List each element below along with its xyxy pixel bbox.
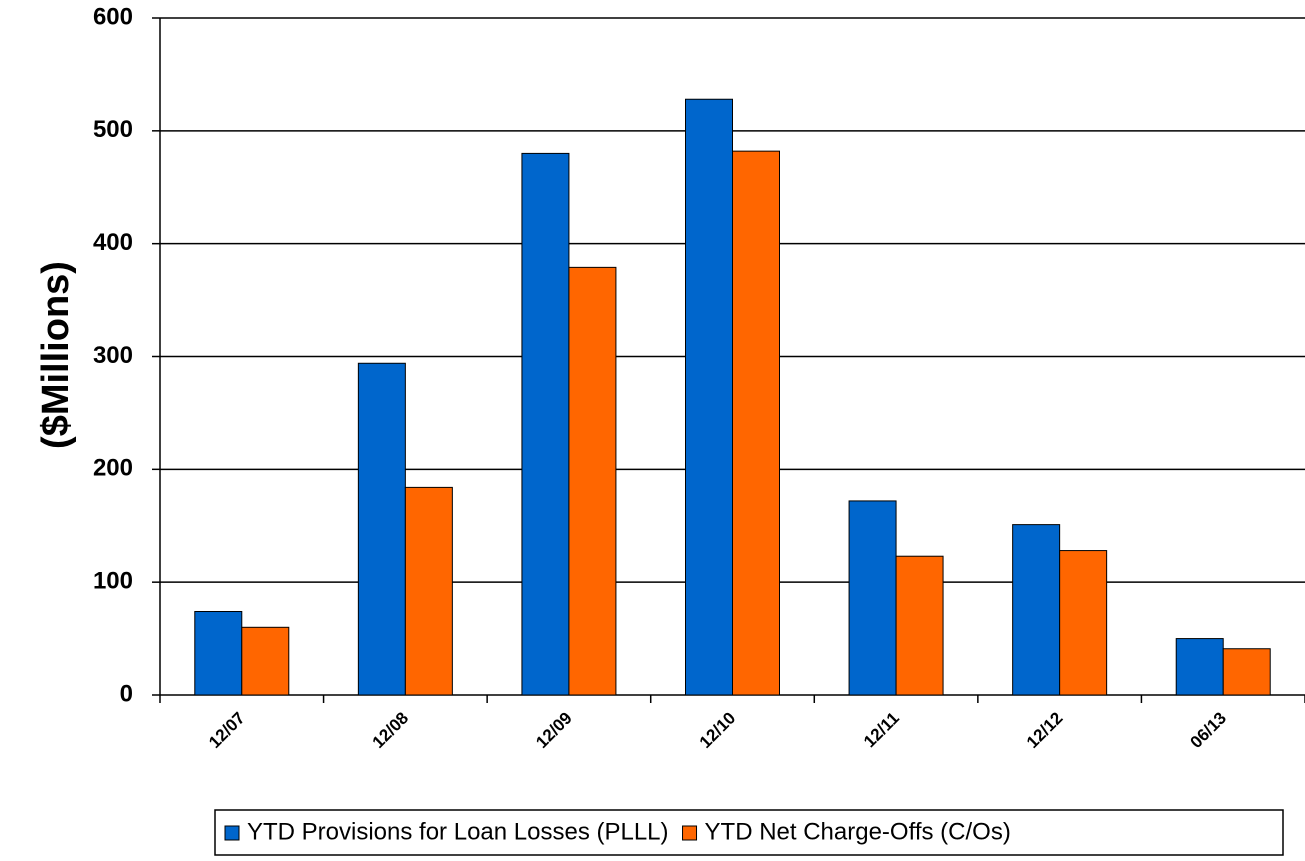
- y-tick-label: 400: [93, 229, 133, 256]
- bar: [521, 152, 570, 696]
- x-tick-label: 12/08: [369, 708, 413, 752]
- bar: [685, 98, 733, 696]
- y-axis-title: ($Millions): [35, 261, 77, 449]
- x-tick-label: 12/12: [1023, 708, 1067, 752]
- x-tick-label: 12/10: [696, 708, 740, 752]
- y-tick-label: 200: [93, 455, 133, 482]
- legend: [214, 809, 1284, 856]
- y-tick-label: 500: [93, 116, 133, 143]
- legend-swatch: [224, 825, 240, 841]
- bar: [568, 266, 617, 696]
- x-tick-label: 12/09: [532, 708, 576, 752]
- bar: [1059, 550, 1108, 696]
- x-tick-label: 12/11: [860, 708, 903, 751]
- y-tick-label: 600: [93, 3, 133, 30]
- bar: [895, 555, 944, 696]
- bar: [404, 486, 453, 696]
- x-tick-label: 06/13: [1187, 708, 1231, 752]
- legend-swatch: [682, 825, 698, 841]
- bar: [357, 362, 406, 696]
- bar: [1012, 524, 1061, 696]
- y-tick-label: 0: [120, 680, 133, 707]
- bar: [1175, 638, 1224, 696]
- y-tick-label: 100: [93, 568, 133, 595]
- bar: [848, 500, 897, 696]
- bar: [241, 626, 290, 696]
- bar: [1222, 648, 1271, 696]
- bar: [732, 150, 780, 696]
- legend-label: YTD Provisions for Loan Losses (PLLL): [247, 818, 669, 845]
- y-tick-label: 300: [93, 342, 133, 369]
- legend-label: YTD Net Charge-Offs (C/Os): [705, 818, 1011, 845]
- x-tick-label: 12/07: [205, 708, 249, 752]
- bar: [194, 611, 243, 696]
